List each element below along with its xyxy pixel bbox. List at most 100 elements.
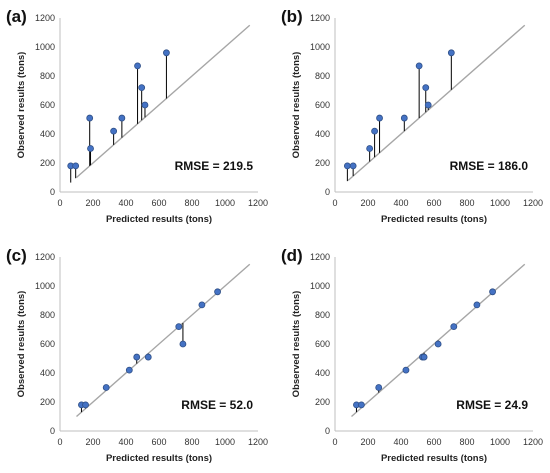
x-tick-label: 0: [332, 437, 337, 447]
y-tick-label: 200: [40, 397, 55, 407]
x-tick-label: 200: [360, 437, 375, 447]
y-tick-label: 800: [315, 310, 330, 320]
y-tick-label: 800: [315, 71, 330, 81]
x-tick-label: 800: [184, 437, 199, 447]
reference-line: [76, 263, 251, 418]
chart-panel: 0 200 400 600 800 1000 1200 0 200 400 600 800 1000 12…: [281, 246, 543, 464]
x-tick-label: 600: [426, 437, 441, 447]
x-tick-label: 400: [118, 198, 133, 208]
y-axis-title: Observed results (tons): [16, 291, 27, 398]
data-point: [473, 301, 481, 309]
x-tick-label: 200: [85, 198, 100, 208]
data-point: [118, 114, 126, 122]
x-tick-label: 0: [57, 437, 62, 447]
x-tick-label: 600: [426, 198, 441, 208]
panel-label: (d): [281, 246, 303, 265]
y-tick-label: 200: [315, 397, 330, 407]
x-tick-label: 1000: [215, 198, 235, 208]
y-tick-label: 600: [40, 339, 55, 349]
reference-line: [76, 24, 251, 179]
data-point: [72, 162, 80, 170]
y-axis-title: Observed results (tons): [291, 291, 302, 398]
y-tick-label: 1200: [310, 252, 330, 262]
data-point: [489, 288, 496, 296]
x-tick-label: 1000: [490, 198, 510, 208]
data-point: [376, 114, 383, 122]
data-point: [420, 353, 428, 361]
y-tick-label: 0: [50, 426, 55, 436]
x-axis-title: Predicted results (tons): [381, 453, 487, 464]
y-tick-label: 1000: [35, 281, 55, 291]
data-point: [447, 49, 455, 57]
y-tick-label: 1000: [35, 42, 55, 52]
y-tick-label: 400: [40, 129, 55, 139]
x-tick-label: 400: [393, 198, 408, 208]
data-point: [86, 114, 94, 122]
data-point: [415, 62, 423, 70]
data-point: [366, 145, 374, 152]
x-axis-title: Predicted results (tons): [106, 214, 212, 225]
y-tick-label: 800: [40, 71, 55, 81]
data-point: [400, 114, 408, 122]
y-tick-label: 0: [325, 426, 330, 436]
data-point: [110, 127, 118, 135]
data-point: [133, 353, 141, 361]
data-point: [138, 84, 146, 91]
x-tick-label: 800: [459, 198, 474, 208]
x-axis-title: Predicted results (tons): [106, 453, 212, 464]
data-point: [134, 62, 141, 70]
x-tick-label: 1200: [248, 198, 268, 208]
data-point: [163, 49, 170, 57]
x-tick-label: 1200: [248, 437, 268, 447]
x-tick-label: 600: [151, 437, 166, 447]
y-tick-label: 600: [315, 339, 330, 349]
panel-label: (c): [6, 246, 27, 265]
data-point: [175, 323, 183, 330]
chart-panel: 0 200 400 600 800 1000 1200 0 200 400 600 800 1000 12…: [6, 7, 268, 225]
data-point: [343, 162, 351, 170]
data-point: [87, 145, 94, 152]
data-point: [375, 384, 383, 391]
y-tick-label: 200: [40, 158, 55, 168]
y-tick-label: 1000: [310, 42, 330, 52]
x-tick-label: 800: [459, 437, 474, 447]
y-tick-label: 400: [315, 129, 330, 139]
x-tick-label: 0: [57, 198, 62, 208]
y-tick-label: 0: [325, 187, 330, 197]
data-point: [144, 353, 152, 361]
chart-panel: 0 200 400 600 800 1000 1200 0 200 400 600 800 1000 12…: [6, 246, 268, 464]
data-point: [125, 366, 133, 374]
y-tick-label: 1200: [35, 13, 55, 23]
x-tick-label: 200: [85, 437, 100, 447]
panel-label: (b): [281, 7, 303, 26]
x-tick-label: 0: [332, 198, 337, 208]
y-axis-title: Observed results (tons): [291, 52, 302, 159]
y-tick-label: 1000: [310, 281, 330, 291]
data-point: [214, 288, 221, 296]
rmse-annotation: RMSE = 219.5: [175, 159, 254, 173]
x-tick-label: 400: [393, 437, 408, 447]
data-point: [402, 366, 410, 374]
data-point: [102, 384, 110, 391]
rmse-annotation: RMSE = 52.0: [181, 398, 253, 412]
x-tick-label: 400: [118, 437, 133, 447]
rmse-annotation: RMSE = 24.9: [456, 398, 528, 412]
data-point: [422, 84, 430, 91]
data-point: [179, 340, 187, 348]
y-tick-label: 600: [315, 100, 330, 110]
chart-panel: 0 200 400 600 800 1000 1200 0 200 400 600 800 1000 12…: [281, 7, 543, 225]
y-tick-label: 800: [40, 310, 55, 320]
x-tick-label: 1200: [523, 437, 543, 447]
data-point: [450, 323, 458, 330]
y-tick-label: 400: [40, 368, 55, 378]
reference-line: [347, 24, 526, 181]
data-point: [371, 127, 378, 135]
x-tick-label: 1000: [215, 437, 235, 447]
data-point: [349, 162, 357, 170]
y-tick-label: 200: [315, 158, 330, 168]
x-tick-label: 1000: [490, 437, 510, 447]
x-tick-label: 800: [184, 198, 199, 208]
x-tick-label: 1200: [523, 198, 543, 208]
x-axis-title: Predicted results (tons): [381, 214, 487, 225]
